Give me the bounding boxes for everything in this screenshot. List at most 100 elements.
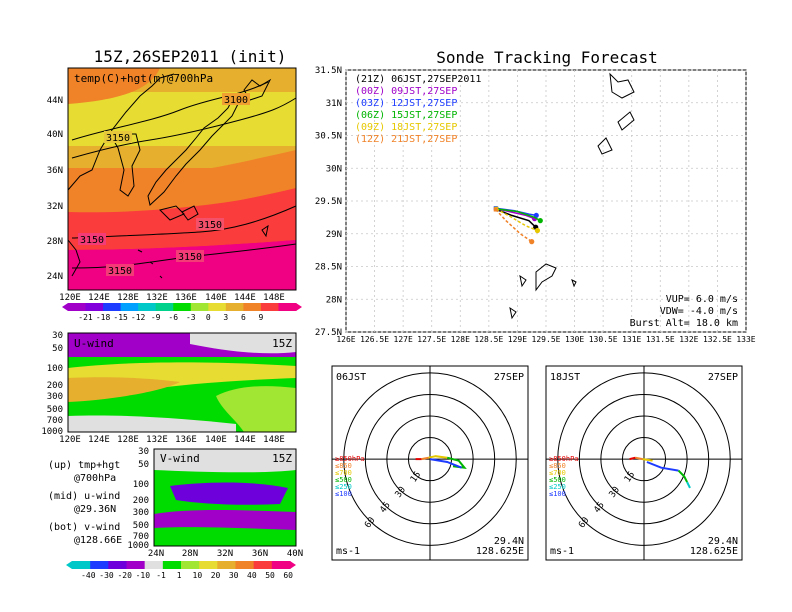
hodo-trace [646, 461, 679, 472]
track-line [495, 208, 538, 232]
lon-tick-label: 130E [565, 335, 584, 344]
track-line [496, 208, 541, 222]
lat-tick-label: 36N [252, 549, 268, 559]
colorbar-label: 20 [211, 571, 221, 580]
sonde-params: VUP= 6.0 m/s VDW= -4.0 m/s Burst Alt= 18… [630, 294, 738, 329]
colorbar-label: 3 [223, 313, 228, 322]
lon-tick-label: 120E [59, 293, 81, 303]
note-bot-line2: @128.66E [74, 535, 122, 546]
lat-tick-label: 28N [182, 549, 198, 559]
colorbar-arrow [296, 303, 302, 311]
temp-map-label: temp(C)+hgt(m)@700hPa [74, 72, 213, 85]
contour-labels: 3100 3150 3150 3150 3150 3150 [78, 93, 250, 277]
pressure-tick-label: 300 [47, 392, 63, 402]
u-wind-label: U-wind [74, 337, 114, 350]
contour-label: 3150 [178, 252, 202, 263]
v-wind-frame [153, 448, 297, 547]
lon-tick-label: 129E [508, 335, 527, 344]
colorbar-label: -21 [78, 313, 93, 322]
contour-label: 3150 [106, 133, 130, 144]
lon-tick-label: 132E [146, 293, 168, 303]
legend-entry: (06Z) 15JST,27SEP [355, 110, 457, 121]
lon-tick-label: 126.5E [360, 335, 389, 344]
hodo-legend-entry: ≤700 [335, 469, 352, 477]
hodo-lon: 128.625E [476, 546, 524, 557]
lon-tick-label: 131.5E [646, 335, 675, 344]
hodo-trace [686, 481, 691, 489]
hodo-unit: ms-1 [550, 546, 574, 557]
lat-tick-label: 29.5N [315, 197, 342, 207]
lon-tick-label: 136E [175, 293, 197, 303]
u-wind-field [68, 333, 296, 432]
lon-tick-label: 124E [88, 435, 110, 445]
lat-tick-label: 31.5N [315, 66, 342, 76]
colorbar-swatch [90, 561, 109, 569]
v-band [154, 510, 296, 530]
colorbar-swatch [103, 303, 122, 311]
hodo-legend-entry: ≤100 [549, 490, 566, 498]
hodo-trace [629, 456, 636, 461]
hodo-legend-entry: ≤250 [549, 483, 566, 491]
pressure-tick-label: 50 [138, 460, 149, 470]
colorbar-label: 60 [283, 571, 293, 580]
pressure-tick-label: 1000 [41, 427, 63, 437]
hodo-date: 27SEP [708, 372, 738, 383]
note-up-line1: (up) tmp+hgt [48, 460, 120, 471]
track-legend: (21Z) 06JST,27SEP2011(00Z) 09JST,27SEP(0… [355, 74, 481, 145]
hodo-trace [635, 456, 643, 461]
colorbar-swatch [208, 303, 227, 311]
colorbar-swatch [108, 561, 127, 569]
panel-notes: (up) tmp+hgt @700hPa (mid) u-wind @29.36… [48, 460, 122, 546]
lat-tick-label: 31N [326, 99, 342, 109]
colorbar-label: 1 [177, 571, 182, 580]
colorbar-label: -1 [156, 571, 166, 580]
pressure-tick-label: 50 [52, 344, 63, 354]
lon-tick-label: 144E [234, 435, 256, 445]
legend-entry: (12Z) 21JST,27SEP [355, 134, 457, 145]
lat-tick-label: 27.5N [315, 328, 342, 338]
lon-tick-label: 128E [451, 335, 470, 344]
colorbar-label: 0 [206, 313, 211, 322]
contour-label: 3150 [108, 266, 132, 277]
temp-map-title: 15Z,26SEP2011 (init) [94, 47, 287, 66]
hodo-lat: 29.4N [494, 536, 524, 547]
lon-tick-label: 124E [88, 293, 110, 303]
u-band [190, 333, 296, 354]
pressure-tick-label: 30 [138, 447, 149, 457]
pressure-tick-label: 200 [133, 496, 149, 506]
lon-tick-label: 131E [622, 335, 641, 344]
colorbar-swatch [162, 561, 182, 569]
colorbar-swatch [181, 561, 200, 569]
track-endpoint [534, 227, 541, 234]
param-burst: Burst Alt= 18.0 km [630, 318, 738, 329]
legend-entry: (09Z) 18JST,27SEP [355, 122, 457, 133]
hodograph-18jst: 18JST 27SEPms-129.4N128.625E15304560≥850h… [545, 365, 743, 561]
colorbar-swatch [278, 303, 297, 311]
track-line [495, 208, 533, 243]
colorbar-swatch [243, 303, 262, 311]
colorbar-label: -10 [136, 571, 151, 580]
temp-map-frame [67, 67, 297, 291]
lon-tick-label: 136E [175, 435, 197, 445]
colorbar-swatch [144, 561, 164, 569]
pressure-tick-label: 300 [133, 508, 149, 518]
temp-band [68, 240, 296, 290]
pressure-tick-label: 500 [133, 521, 149, 531]
pressure-tick-label: 1000 [127, 541, 149, 551]
pressure-tick-label: 700 [133, 532, 149, 542]
legend-entry: (03Z) 12JST,27SEP [355, 98, 457, 109]
colorbar-swatch [253, 561, 273, 569]
temp-band [68, 68, 160, 104]
track-endpoint [529, 239, 535, 245]
colorbar-label: -15 [113, 313, 128, 322]
colorbar-label: -18 [96, 313, 111, 322]
temp-map-panel: 15Z,26SEP2011 (init) 3100 3150 [47, 47, 302, 322]
colorbar-label: 40 [247, 571, 257, 580]
hodo-legend-entry: ≤850 [335, 462, 352, 470]
hodo-trace [428, 455, 448, 459]
lat-tick-label: 40N [47, 130, 63, 140]
hodo-trace [421, 456, 429, 461]
